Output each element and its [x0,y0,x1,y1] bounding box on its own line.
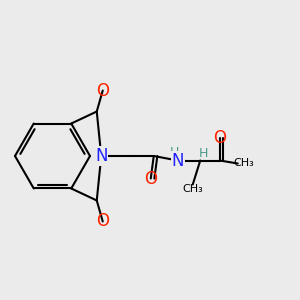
Text: N: N [172,152,184,169]
Text: H: H [199,147,208,161]
Text: O: O [213,129,226,147]
Text: O: O [96,82,109,100]
Text: CH₃: CH₃ [233,158,254,169]
Text: H: H [170,146,179,160]
Text: CH₃: CH₃ [182,184,203,194]
Text: O: O [144,169,157,188]
Text: N: N [95,147,107,165]
Text: O: O [96,212,109,230]
